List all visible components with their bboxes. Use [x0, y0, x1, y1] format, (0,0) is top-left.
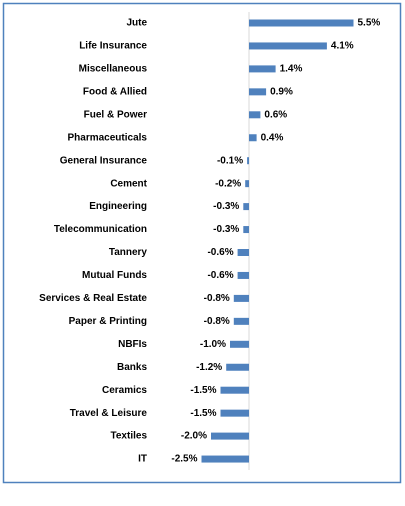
value-label: 0.4% — [261, 132, 284, 143]
bar — [249, 134, 257, 142]
category-label: Services & Real Estate — [39, 293, 147, 304]
bar — [249, 19, 354, 27]
category-label: Banks — [117, 362, 147, 373]
category-label: NBFIs — [118, 339, 147, 350]
value-label: -0.8% — [204, 293, 230, 304]
value-label: -1.0% — [200, 339, 226, 350]
category-label: Travel & Leisure — [70, 408, 148, 419]
category-label: IT — [138, 454, 147, 465]
category-label: Tannery — [109, 247, 148, 258]
value-label: -0.2% — [215, 178, 241, 189]
value-label: -1.2% — [196, 362, 222, 373]
bar — [233, 294, 249, 302]
bar — [249, 88, 267, 96]
value-label: -0.8% — [204, 316, 230, 327]
bar — [243, 226, 249, 234]
category-label: Engineering — [89, 201, 147, 212]
category-label: Textiles — [111, 431, 148, 442]
bar — [226, 363, 249, 371]
bar — [249, 65, 276, 73]
category-label: Paper & Printing — [69, 316, 147, 327]
bar — [237, 271, 249, 279]
category-label: Life Insurance — [79, 41, 147, 52]
category-label: Mutual Funds — [82, 270, 147, 281]
value-label: 1.4% — [280, 64, 303, 75]
bar — [237, 249, 249, 256]
category-label: Telecommunication — [54, 224, 147, 235]
bar — [249, 42, 327, 50]
bar — [220, 409, 249, 417]
value-label: 0.9% — [270, 86, 293, 97]
category-label: Food & Allied — [83, 86, 147, 97]
value-label: 4.1% — [331, 41, 354, 52]
bar — [243, 203, 249, 211]
category-label: Ceramics — [102, 385, 147, 396]
value-label: -2.0% — [181, 431, 207, 442]
value-label: -0.6% — [207, 270, 233, 281]
category-label: Miscellaneous — [79, 64, 148, 75]
bar — [247, 157, 249, 165]
bar — [201, 455, 249, 463]
bar — [230, 340, 249, 348]
bar — [220, 386, 249, 394]
bar — [249, 111, 261, 119]
value-label: -2.5% — [171, 454, 197, 465]
value-label: -0.3% — [213, 201, 239, 212]
value-label: -0.3% — [213, 224, 239, 235]
value-label: -0.6% — [207, 247, 233, 258]
category-label: Jute — [126, 18, 147, 29]
value-label: -0.1% — [217, 155, 243, 166]
bar — [245, 180, 249, 188]
category-label: Pharmaceuticals — [68, 132, 148, 143]
category-label: General Insurance — [60, 155, 148, 166]
category-label: Fuel & Power — [84, 109, 147, 120]
chart-border — [2, 2, 402, 484]
value-label: -1.5% — [190, 408, 216, 419]
value-label: 5.5% — [358, 18, 381, 29]
value-label: 0.6% — [264, 109, 287, 120]
bar — [211, 432, 249, 440]
category-label: Cement — [110, 178, 147, 189]
value-label: -1.5% — [190, 385, 216, 396]
bar — [233, 317, 249, 325]
